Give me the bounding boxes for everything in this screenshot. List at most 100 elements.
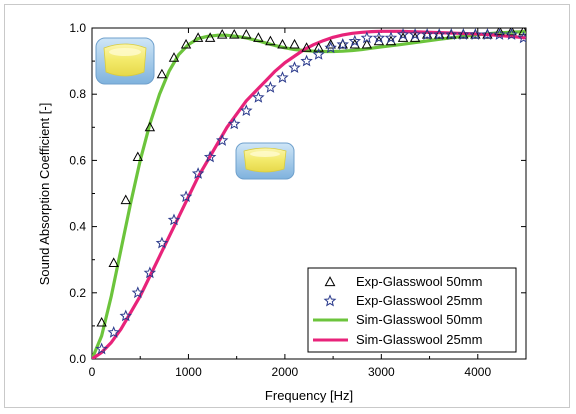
data-point-triangle xyxy=(156,68,168,79)
data-point-star xyxy=(240,104,253,117)
legend-item-exp-25mm: Exp-Glasswool 25mm xyxy=(323,293,482,308)
data-point-star xyxy=(445,28,458,40)
data-point-star xyxy=(517,31,526,44)
data-point-star xyxy=(203,150,217,163)
y-tick-label: 1.0 xyxy=(69,21,86,35)
data-point-star xyxy=(288,61,301,74)
y-tick-label: 0.8 xyxy=(69,87,86,101)
data-point-star xyxy=(215,134,229,146)
series-layer xyxy=(92,28,526,359)
data-point-star xyxy=(312,47,325,60)
y-tick-label: 0.6 xyxy=(69,153,86,167)
data-point-triangle xyxy=(446,28,457,39)
data-point-star xyxy=(276,71,289,83)
data-point-triangle xyxy=(458,28,469,39)
legend-item-sim-25mm: Sim-Glasswool 25mm xyxy=(313,332,482,347)
y-tick-label: 0.4 xyxy=(69,220,86,234)
data-point-triangle xyxy=(313,42,324,52)
data-point-star xyxy=(252,90,265,103)
data-point-star xyxy=(481,28,494,40)
data-point-triangle xyxy=(96,316,107,327)
data-point-triangle xyxy=(337,38,348,49)
data-point-star xyxy=(348,34,362,47)
data-point-triangle xyxy=(470,28,481,39)
data-point-star xyxy=(372,31,386,44)
data-point-star xyxy=(179,190,193,203)
data-point-triangle xyxy=(120,194,131,205)
data-point-star xyxy=(432,28,446,40)
x-tick-label: 2000 xyxy=(272,365,299,379)
y-tick-label: 0.2 xyxy=(69,286,86,300)
data-point-star xyxy=(264,81,277,93)
data-point-star xyxy=(95,342,108,355)
axes: 0 1000 2000 3000 4000 0.0 0.2 0.4 0.6 0.8 1.0 xyxy=(69,21,527,379)
data-point-triangle xyxy=(180,38,192,49)
data-point-star xyxy=(336,38,349,50)
data-point-triangle xyxy=(506,28,517,36)
data-point-star xyxy=(469,28,482,40)
data-point-triangle xyxy=(144,121,156,132)
data-point-triangle xyxy=(168,52,180,62)
data-point-star xyxy=(408,28,422,40)
data-point-triangle xyxy=(216,28,228,39)
data-point-triangle xyxy=(518,28,526,36)
x-tick-label: 1000 xyxy=(175,365,202,379)
legend-star-symbol xyxy=(323,294,337,307)
data-point-star xyxy=(493,28,506,40)
data-point-star xyxy=(457,28,470,40)
data-point-triangle xyxy=(421,28,433,39)
legend-box xyxy=(307,267,517,353)
x-tick-label: 3000 xyxy=(368,365,395,379)
glasswool-25mm-sample-icon xyxy=(235,142,295,180)
legend-label-exp-50mm: Exp-Glasswool 50mm xyxy=(356,274,482,289)
series-line-sim-glasswool-25mm xyxy=(92,29,526,359)
legend-star-marker xyxy=(323,294,337,307)
data-point-star xyxy=(167,213,181,226)
data-point-triangle xyxy=(241,28,252,39)
data-point-triangle xyxy=(325,38,336,49)
x-axis-title: Frequency [Hz] xyxy=(265,388,353,403)
data-point-triangle xyxy=(433,28,445,39)
legend-label-sim-50mm: Sim-Glasswool 50mm xyxy=(356,312,482,327)
data-point-star xyxy=(119,309,132,322)
data-point-star xyxy=(228,117,241,130)
x-tick-label: 0 xyxy=(89,365,96,379)
legend-label-sim-25mm: Sim-Glasswool 25mm xyxy=(356,332,482,347)
data-point-triangle xyxy=(301,42,312,52)
legend-item-sim-50mm: Sim-Glasswool 50mm xyxy=(313,312,482,327)
data-point-star xyxy=(143,266,157,279)
data-point-star xyxy=(505,28,518,40)
data-point-triangle xyxy=(277,38,288,49)
glasswool-50mm-sample-icon xyxy=(95,37,155,85)
data-point-star xyxy=(155,236,169,249)
legend-item-exp-50mm: Exp-Glasswool 50mm xyxy=(324,274,482,289)
data-point-star xyxy=(107,325,120,338)
legend-triangle-symbol xyxy=(324,276,336,287)
data-point-triangle xyxy=(132,151,144,162)
legend: Exp-Glasswool 50mm Exp-Glasswool 25mm Si… xyxy=(307,267,517,353)
data-point-star xyxy=(191,167,205,179)
series-line-sim-glasswool-50mm xyxy=(92,30,526,359)
data-point-star xyxy=(131,286,145,299)
data-point-triangle xyxy=(265,35,276,46)
data-point-star xyxy=(324,41,337,54)
data-point-triangle xyxy=(289,38,300,49)
legend-label-exp-25mm: Exp-Glasswool 25mm xyxy=(356,293,482,308)
data-point-star xyxy=(300,54,313,67)
y-axis-title: Sound Absorption Coefficient [-] xyxy=(37,103,52,286)
y-tick-label: 0.0 xyxy=(69,352,86,366)
data-point-star xyxy=(360,31,374,44)
data-point-star xyxy=(420,28,434,40)
data-point-triangle xyxy=(253,32,264,42)
data-point-triangle xyxy=(229,28,240,39)
data-point-triangle xyxy=(192,32,204,42)
data-point-star xyxy=(396,28,410,40)
legend-triangle-marker xyxy=(324,276,336,287)
x-tick-label: 4000 xyxy=(464,365,491,379)
data-point-triangle xyxy=(108,257,119,267)
data-point-triangle xyxy=(361,38,373,49)
data-point-triangle xyxy=(204,32,216,42)
data-point-triangle xyxy=(482,28,493,39)
data-point-star xyxy=(384,31,398,44)
